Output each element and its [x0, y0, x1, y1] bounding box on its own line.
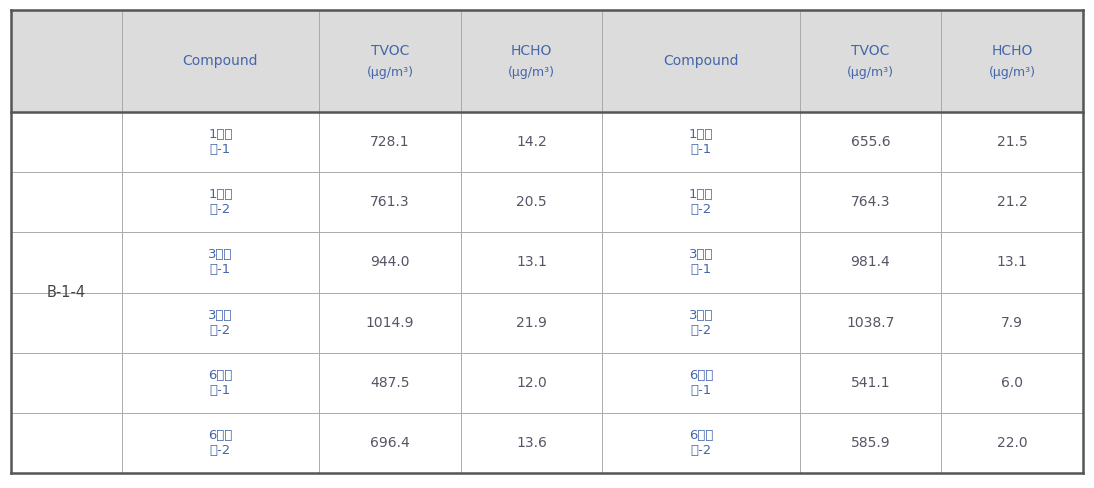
- Text: 655.6: 655.6: [851, 135, 891, 149]
- Text: 1일차
Ⓑ-2: 1일차 Ⓑ-2: [689, 188, 713, 216]
- Text: 1038.7: 1038.7: [847, 316, 895, 330]
- Text: 7.9: 7.9: [1001, 316, 1023, 330]
- Text: 696.4: 696.4: [370, 436, 410, 450]
- Bar: [11, 112, 1083, 473]
- Text: 1014.9: 1014.9: [365, 316, 415, 330]
- Text: 764.3: 764.3: [851, 195, 891, 209]
- Text: 728.1: 728.1: [370, 135, 409, 149]
- Text: 1일차
Ⓑ-1: 1일차 Ⓑ-1: [689, 128, 713, 156]
- Text: (μg/m³): (μg/m³): [366, 66, 414, 80]
- Text: 12.0: 12.0: [516, 376, 547, 390]
- Text: 13.1: 13.1: [997, 255, 1027, 269]
- Text: 14.2: 14.2: [516, 135, 547, 149]
- Text: 1일차
Ⓐ-2: 1일차 Ⓐ-2: [208, 188, 233, 216]
- Text: 21.5: 21.5: [997, 135, 1027, 149]
- Text: HCHO: HCHO: [511, 44, 552, 58]
- Text: 21.9: 21.9: [516, 316, 547, 330]
- Text: 3일차
Ⓐ-1: 3일차 Ⓐ-1: [208, 248, 233, 276]
- Text: 3일차
Ⓑ-2: 3일차 Ⓑ-2: [689, 309, 713, 337]
- Text: Compound: Compound: [663, 54, 738, 68]
- Text: 6일차
Ⓐ-1: 6일차 Ⓐ-1: [208, 369, 233, 397]
- Text: 6.0: 6.0: [1001, 376, 1023, 390]
- Text: 21.2: 21.2: [997, 195, 1027, 209]
- Text: 13.6: 13.6: [516, 436, 547, 450]
- Text: 761.3: 761.3: [370, 195, 409, 209]
- Text: (μg/m³): (μg/m³): [508, 66, 555, 80]
- Text: 3일차
Ⓑ-1: 3일차 Ⓑ-1: [689, 248, 713, 276]
- Text: B-1-4: B-1-4: [47, 285, 86, 300]
- Text: TVOC: TVOC: [851, 44, 889, 58]
- Text: 20.5: 20.5: [516, 195, 547, 209]
- Text: HCHO: HCHO: [991, 44, 1033, 58]
- Text: 3일차
Ⓐ-2: 3일차 Ⓐ-2: [208, 309, 233, 337]
- Text: 13.1: 13.1: [516, 255, 547, 269]
- Bar: [11, 10, 1083, 112]
- Text: 6일차
Ⓑ-1: 6일차 Ⓑ-1: [689, 369, 713, 397]
- Text: 6일차
Ⓑ-2: 6일차 Ⓑ-2: [689, 429, 713, 457]
- Text: 22.0: 22.0: [997, 436, 1027, 450]
- Text: 6일차
Ⓐ-2: 6일차 Ⓐ-2: [208, 429, 233, 457]
- Text: 981.4: 981.4: [851, 255, 891, 269]
- Text: 541.1: 541.1: [851, 376, 891, 390]
- Text: Compound: Compound: [183, 54, 258, 68]
- Text: (μg/m³): (μg/m³): [989, 66, 1036, 80]
- Text: 944.0: 944.0: [370, 255, 409, 269]
- Text: TVOC: TVOC: [371, 44, 409, 58]
- Text: 1일차
Ⓐ-1: 1일차 Ⓐ-1: [208, 128, 233, 156]
- Text: (μg/m³): (μg/m³): [847, 66, 894, 80]
- Text: 585.9: 585.9: [851, 436, 891, 450]
- Text: 487.5: 487.5: [370, 376, 409, 390]
